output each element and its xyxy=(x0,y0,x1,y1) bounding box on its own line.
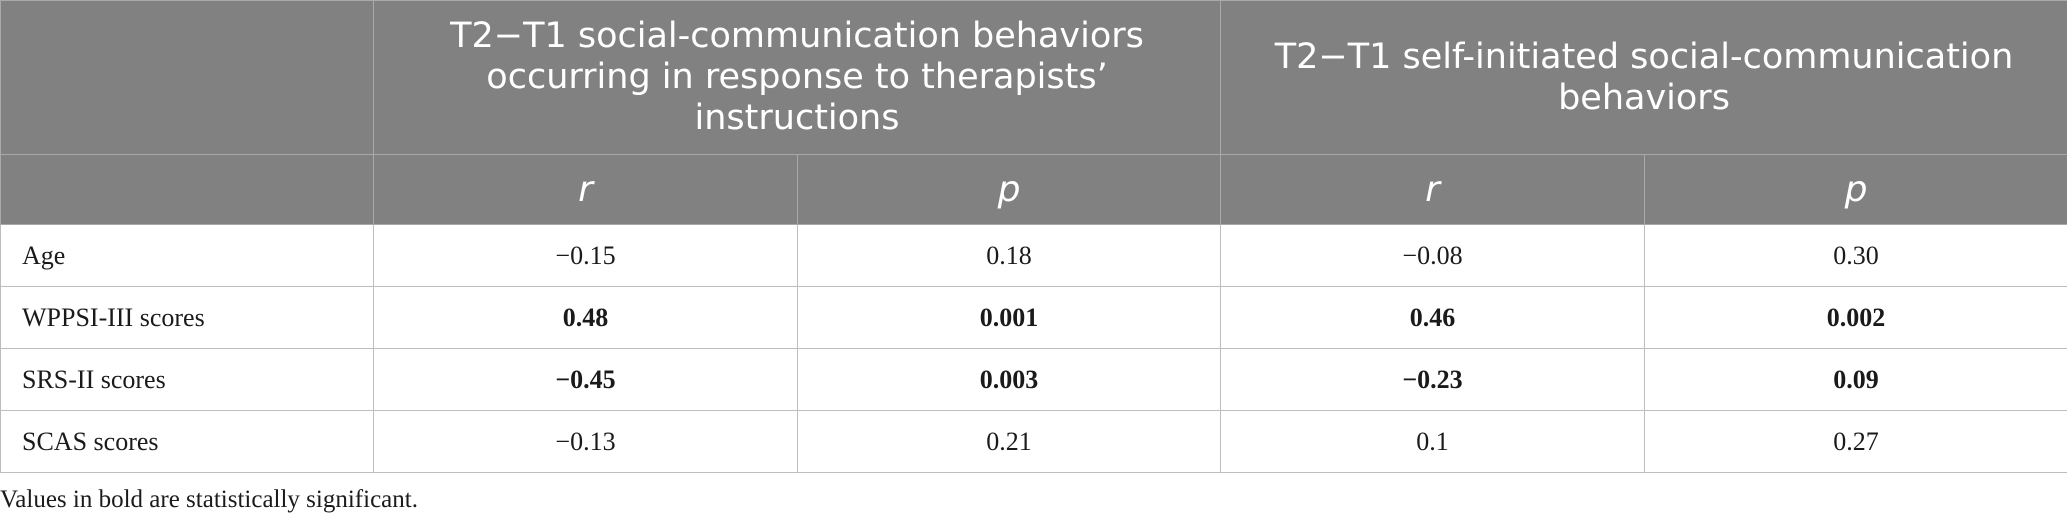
stat-header-corner-cell xyxy=(0,154,374,225)
table-cell: 0.21 xyxy=(796,410,1222,473)
stat-header-p-response: p xyxy=(796,154,1222,225)
table-cell: −0.45 xyxy=(373,348,798,411)
header-corner-cell xyxy=(0,0,374,155)
table-cell: 0.30 xyxy=(1644,224,2067,287)
stat-header-row: r p r p xyxy=(0,154,2067,225)
table-cell: 0.46 xyxy=(1220,286,1646,349)
table-cell: −0.08 xyxy=(1220,224,1646,287)
table-body: Age −0.15 0.18 −0.08 0.30 WPPSI-III scor… xyxy=(0,224,2067,473)
correlation-table: T2−T1 social-communication behaviors occ… xyxy=(0,0,2067,473)
table-row: WPPSI-III scores 0.48 0.001 0.46 0.002 xyxy=(0,286,2067,349)
stat-header-r-response: r xyxy=(373,154,798,225)
row-label: WPPSI-III scores xyxy=(0,286,374,349)
table-row: SCAS scores −0.13 0.21 0.1 0.27 xyxy=(0,410,2067,473)
stat-header-p-self-initiated: p xyxy=(1644,154,2067,225)
table-cell: −0.23 xyxy=(1220,348,1646,411)
table-cell: −0.15 xyxy=(373,224,798,287)
table-cell: 0.27 xyxy=(1644,410,2067,473)
group-header-response-behaviors: T2−T1 social-communication behaviors occ… xyxy=(372,0,1222,155)
table-footnote: Values in bold are statistically signifi… xyxy=(0,486,418,513)
row-label: SCAS scores xyxy=(0,410,374,473)
table-cell: 0.48 xyxy=(373,286,798,349)
table-row: Age −0.15 0.18 −0.08 0.30 xyxy=(0,224,2067,287)
table-cell: −0.13 xyxy=(373,410,798,473)
row-label: Age xyxy=(0,224,374,287)
row-label: SRS-II scores xyxy=(0,348,374,411)
correlation-table-container: T2−T1 social-communication behaviors occ… xyxy=(0,0,2067,473)
stat-header-r-self-initiated: r xyxy=(1220,154,1646,225)
table-cell: 0.003 xyxy=(796,348,1222,411)
group-header-row: T2−T1 social-communication behaviors occ… xyxy=(0,0,2067,155)
table-header: T2−T1 social-communication behaviors occ… xyxy=(0,0,2067,225)
table-cell: 0.18 xyxy=(796,224,1222,287)
table-cell: 0.002 xyxy=(1644,286,2067,349)
table-cell: 0.1 xyxy=(1220,410,1646,473)
table-cell: 0.001 xyxy=(796,286,1222,349)
table-row: SRS-II scores −0.45 0.003 −0.23 0.09 xyxy=(0,348,2067,411)
group-header-self-initiated-behaviors: T2−T1 self-initiated social-communicatio… xyxy=(1220,0,2067,155)
table-cell: 0.09 xyxy=(1644,348,2067,411)
